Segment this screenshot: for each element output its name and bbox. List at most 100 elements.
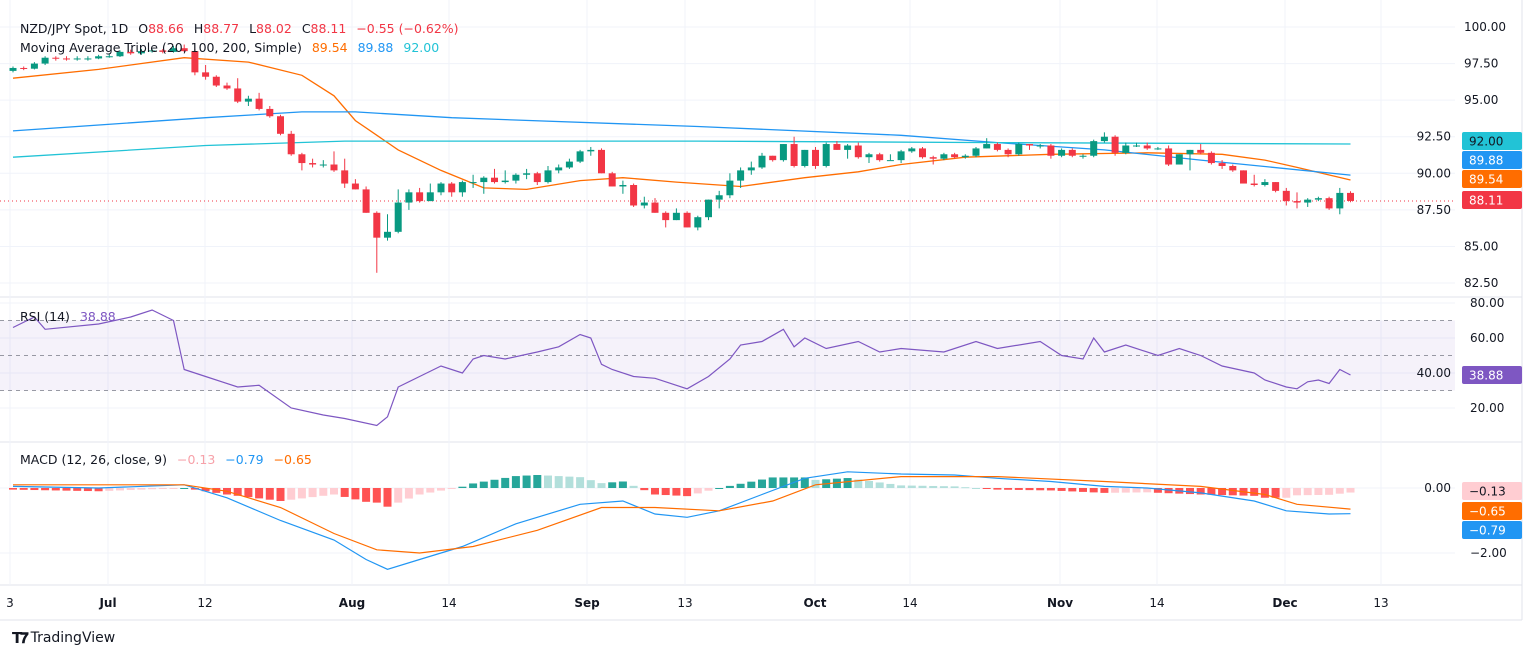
rsi-title[interactable]: RSI (14) [20, 309, 70, 324]
macd-histogram-bar [522, 475, 531, 488]
candle-body [1090, 141, 1098, 156]
candle-body [277, 116, 284, 134]
macd-histogram-bar [897, 485, 906, 488]
macd-histogram-bar [404, 488, 413, 499]
macd-histogram-bar [950, 486, 959, 488]
macd-histogram-bar [661, 488, 670, 496]
macd-hist-value: −0.13 [176, 452, 216, 467]
macd-histogram-bar [1143, 488, 1152, 493]
macd-histogram-bar [426, 488, 435, 493]
candle-body [512, 174, 520, 181]
macd-signal-line [13, 476, 1351, 554]
macd-histogram-bar [105, 488, 114, 491]
candle [844, 144, 852, 159]
candle-body [180, 48, 188, 52]
price-tick-label: 90.00 [1417, 166, 1451, 180]
ma-title[interactable]: Moving Average Triple (20, 100, 200, Sim… [20, 40, 302, 55]
macd-histogram-bar [865, 480, 873, 488]
macd-histogram-bar [212, 488, 221, 493]
candle-body [1111, 136, 1119, 153]
candle-body [747, 167, 755, 171]
candle [159, 48, 167, 54]
candle-body [1047, 145, 1055, 156]
candle [1282, 187, 1290, 206]
candle [127, 49, 135, 55]
price-tick-label: 100.00 [1464, 20, 1506, 34]
tradingview-logo[interactable]: T𝟕 TradingView [12, 629, 115, 647]
candle-body [833, 144, 841, 150]
macd-title[interactable]: MACD (12, 26, close, 9) [20, 452, 167, 467]
candle-body [1143, 145, 1151, 149]
candle-body [619, 185, 627, 187]
macd-histogram-bar [1282, 488, 1291, 498]
price-tick-label: 87.50 [1417, 203, 1451, 217]
signal-badge-bg [1462, 502, 1522, 520]
candle-body [758, 155, 766, 168]
candle [1143, 142, 1151, 150]
ma20-badge-label: 89.54 [1469, 173, 1503, 187]
rsi-badge-label: 38.88 [1469, 369, 1503, 383]
rsi-badge-bg [1462, 366, 1522, 384]
candle [491, 168, 498, 184]
time-tick-label: Sep [574, 596, 600, 610]
macd-histogram-bar [394, 488, 403, 503]
candle [1207, 151, 1215, 165]
macd-histogram-bar [586, 480, 595, 488]
candle [854, 142, 862, 159]
candle [630, 183, 638, 207]
candle-body [1186, 149, 1194, 155]
time-tick-label: 13 [677, 596, 692, 610]
macd-histogram-bar [1207, 488, 1216, 495]
candle-body [630, 185, 638, 206]
ma20-badge-bg [1462, 170, 1522, 188]
macd-histogram-bar [1164, 488, 1173, 494]
hist-badge-bg [1462, 482, 1522, 500]
macd-histogram-bar [276, 488, 285, 501]
candle [319, 160, 327, 168]
signal-badge-label: −0.65 [1469, 505, 1506, 519]
candle [555, 164, 563, 174]
price-badges: 92.00 89.88 89.54 88.11 38.88 −0.13 −0.65 −0.79 [1462, 132, 1522, 539]
macd-value: −0.79 [225, 452, 264, 467]
macd-histogram-bar [1132, 488, 1141, 493]
candle [1004, 148, 1012, 158]
macd-histogram-bar [9, 488, 17, 490]
macd-histogram-bar [1250, 488, 1259, 496]
ma-200-line [12, 140, 1351, 158]
candle [908, 146, 916, 153]
candle-body [223, 85, 231, 89]
macd-histogram-bar [736, 483, 745, 488]
time-tick-label: 12 [197, 596, 212, 610]
signal-badge: −0.65 [1462, 502, 1522, 520]
candle [662, 211, 670, 228]
macd-signal-value: −0.65 [273, 452, 312, 467]
candle-body [651, 202, 659, 213]
macd-histogram-bar [458, 486, 467, 488]
macd-histogram-bar [51, 488, 60, 491]
candle [576, 149, 584, 164]
macd-histogram-bar [939, 486, 948, 488]
candle-body [1079, 155, 1087, 157]
candle-body [1004, 149, 1012, 155]
macd-histogram-bar [1186, 488, 1194, 495]
candle [640, 196, 648, 209]
candle-body [84, 58, 92, 60]
candle-body [737, 170, 745, 181]
candle [73, 56, 81, 61]
candle [362, 186, 370, 213]
close-value: 88.11 [310, 21, 347, 36]
symbol-title[interactable]: NZD/JPY Spot, 1D [20, 21, 129, 36]
rsi-badge: 38.88 [1462, 366, 1522, 384]
candle-body [116, 51, 124, 57]
candle [416, 187, 424, 203]
ma100-badge: 89.88 [1462, 151, 1522, 169]
price-tick-label: 97.50 [1464, 57, 1498, 71]
price-tick-label: 92.50 [1417, 130, 1451, 144]
candle [84, 56, 92, 61]
candle-body [919, 148, 926, 158]
candle [961, 154, 969, 159]
macd-histogram-bar [533, 475, 542, 488]
time-tick-label: 3 [6, 596, 14, 610]
candle-body [137, 51, 145, 54]
